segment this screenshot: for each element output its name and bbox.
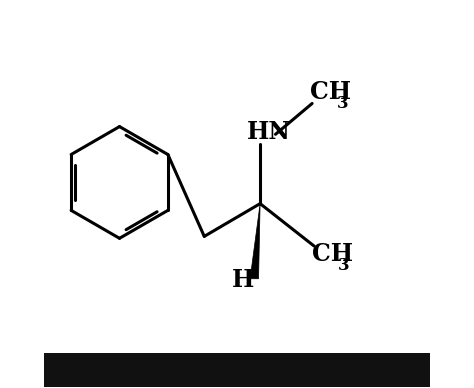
Text: HN: HN: [246, 120, 291, 144]
Text: CH: CH: [312, 242, 353, 266]
Text: alamy: alamy: [60, 361, 121, 379]
Text: H: H: [232, 268, 254, 292]
Text: CH: CH: [310, 80, 351, 104]
Text: www.alamy.com: www.alamy.com: [356, 372, 418, 382]
Text: Image ID: J2J4Y1: Image ID: J2J4Y1: [356, 358, 418, 367]
Bar: [45, 353, 429, 386]
Polygon shape: [250, 204, 260, 279]
Text: 3: 3: [337, 95, 348, 112]
Text: 3: 3: [338, 257, 350, 274]
